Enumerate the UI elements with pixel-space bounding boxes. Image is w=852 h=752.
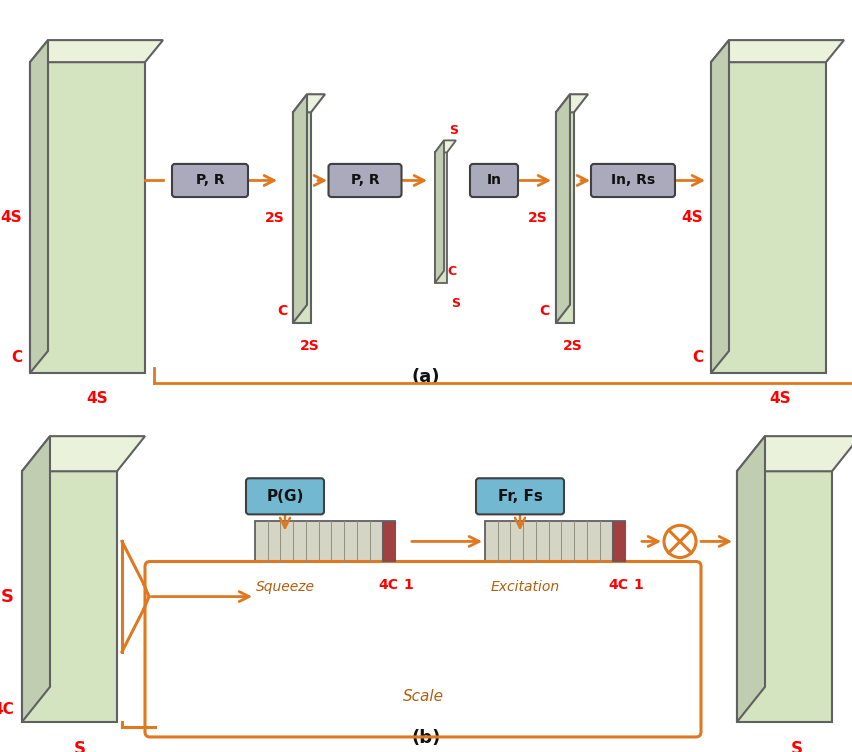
Text: 1: 1 xyxy=(403,578,412,592)
Text: 2S: 2S xyxy=(528,211,548,225)
Polygon shape xyxy=(711,40,729,373)
Text: Scale: Scale xyxy=(402,690,444,705)
Polygon shape xyxy=(293,94,307,323)
Text: S: S xyxy=(1,587,14,605)
Text: 2S: 2S xyxy=(563,339,583,353)
Polygon shape xyxy=(737,436,852,472)
Text: 4S: 4S xyxy=(682,210,703,225)
Text: S: S xyxy=(449,124,458,138)
Text: Excitation: Excitation xyxy=(491,580,560,593)
Bar xyxy=(485,521,625,562)
Text: (a): (a) xyxy=(412,368,440,386)
Polygon shape xyxy=(293,112,311,323)
Bar xyxy=(383,521,395,562)
Text: 1: 1 xyxy=(633,578,642,592)
Text: C: C xyxy=(277,304,287,318)
Text: P, R: P, R xyxy=(196,174,224,187)
Polygon shape xyxy=(30,40,48,373)
Polygon shape xyxy=(22,436,50,722)
Polygon shape xyxy=(556,112,574,323)
Text: 4S: 4S xyxy=(87,391,108,406)
Polygon shape xyxy=(22,436,145,472)
FancyBboxPatch shape xyxy=(591,164,675,197)
Text: S: S xyxy=(73,740,85,752)
Text: C: C xyxy=(692,350,703,365)
Bar xyxy=(255,521,395,562)
Text: 4C: 4C xyxy=(0,702,14,717)
FancyBboxPatch shape xyxy=(246,478,324,514)
Polygon shape xyxy=(30,62,145,373)
Polygon shape xyxy=(711,62,826,373)
Text: P(G): P(G) xyxy=(267,489,303,504)
Bar xyxy=(613,521,625,562)
Polygon shape xyxy=(737,472,832,722)
Text: S: S xyxy=(451,297,460,310)
Text: Squeeze: Squeeze xyxy=(256,580,314,593)
Text: C: C xyxy=(447,265,456,277)
Text: (b): (b) xyxy=(412,729,440,747)
Text: C: C xyxy=(11,350,22,365)
FancyBboxPatch shape xyxy=(476,478,564,514)
Text: 4S: 4S xyxy=(769,391,792,406)
Text: 2S: 2S xyxy=(265,211,285,225)
Polygon shape xyxy=(435,153,447,283)
FancyBboxPatch shape xyxy=(329,164,401,197)
FancyBboxPatch shape xyxy=(470,164,518,197)
Polygon shape xyxy=(30,40,163,62)
Polygon shape xyxy=(293,94,325,112)
Polygon shape xyxy=(22,472,117,722)
Polygon shape xyxy=(556,94,588,112)
FancyBboxPatch shape xyxy=(172,164,248,197)
Text: S: S xyxy=(791,740,803,752)
Polygon shape xyxy=(711,40,844,62)
Text: 4C: 4C xyxy=(608,578,629,592)
Text: 4S: 4S xyxy=(0,210,22,225)
Text: 4C: 4C xyxy=(378,578,399,592)
Polygon shape xyxy=(737,436,765,722)
Polygon shape xyxy=(435,141,444,283)
Polygon shape xyxy=(435,141,456,153)
Text: 2S: 2S xyxy=(300,339,320,353)
Text: Fr, Fs: Fr, Fs xyxy=(498,489,543,504)
Text: C: C xyxy=(540,304,550,318)
Text: In, Rs: In, Rs xyxy=(611,174,655,187)
Text: P, R: P, R xyxy=(351,174,379,187)
Text: In: In xyxy=(486,174,502,187)
Polygon shape xyxy=(556,94,570,323)
